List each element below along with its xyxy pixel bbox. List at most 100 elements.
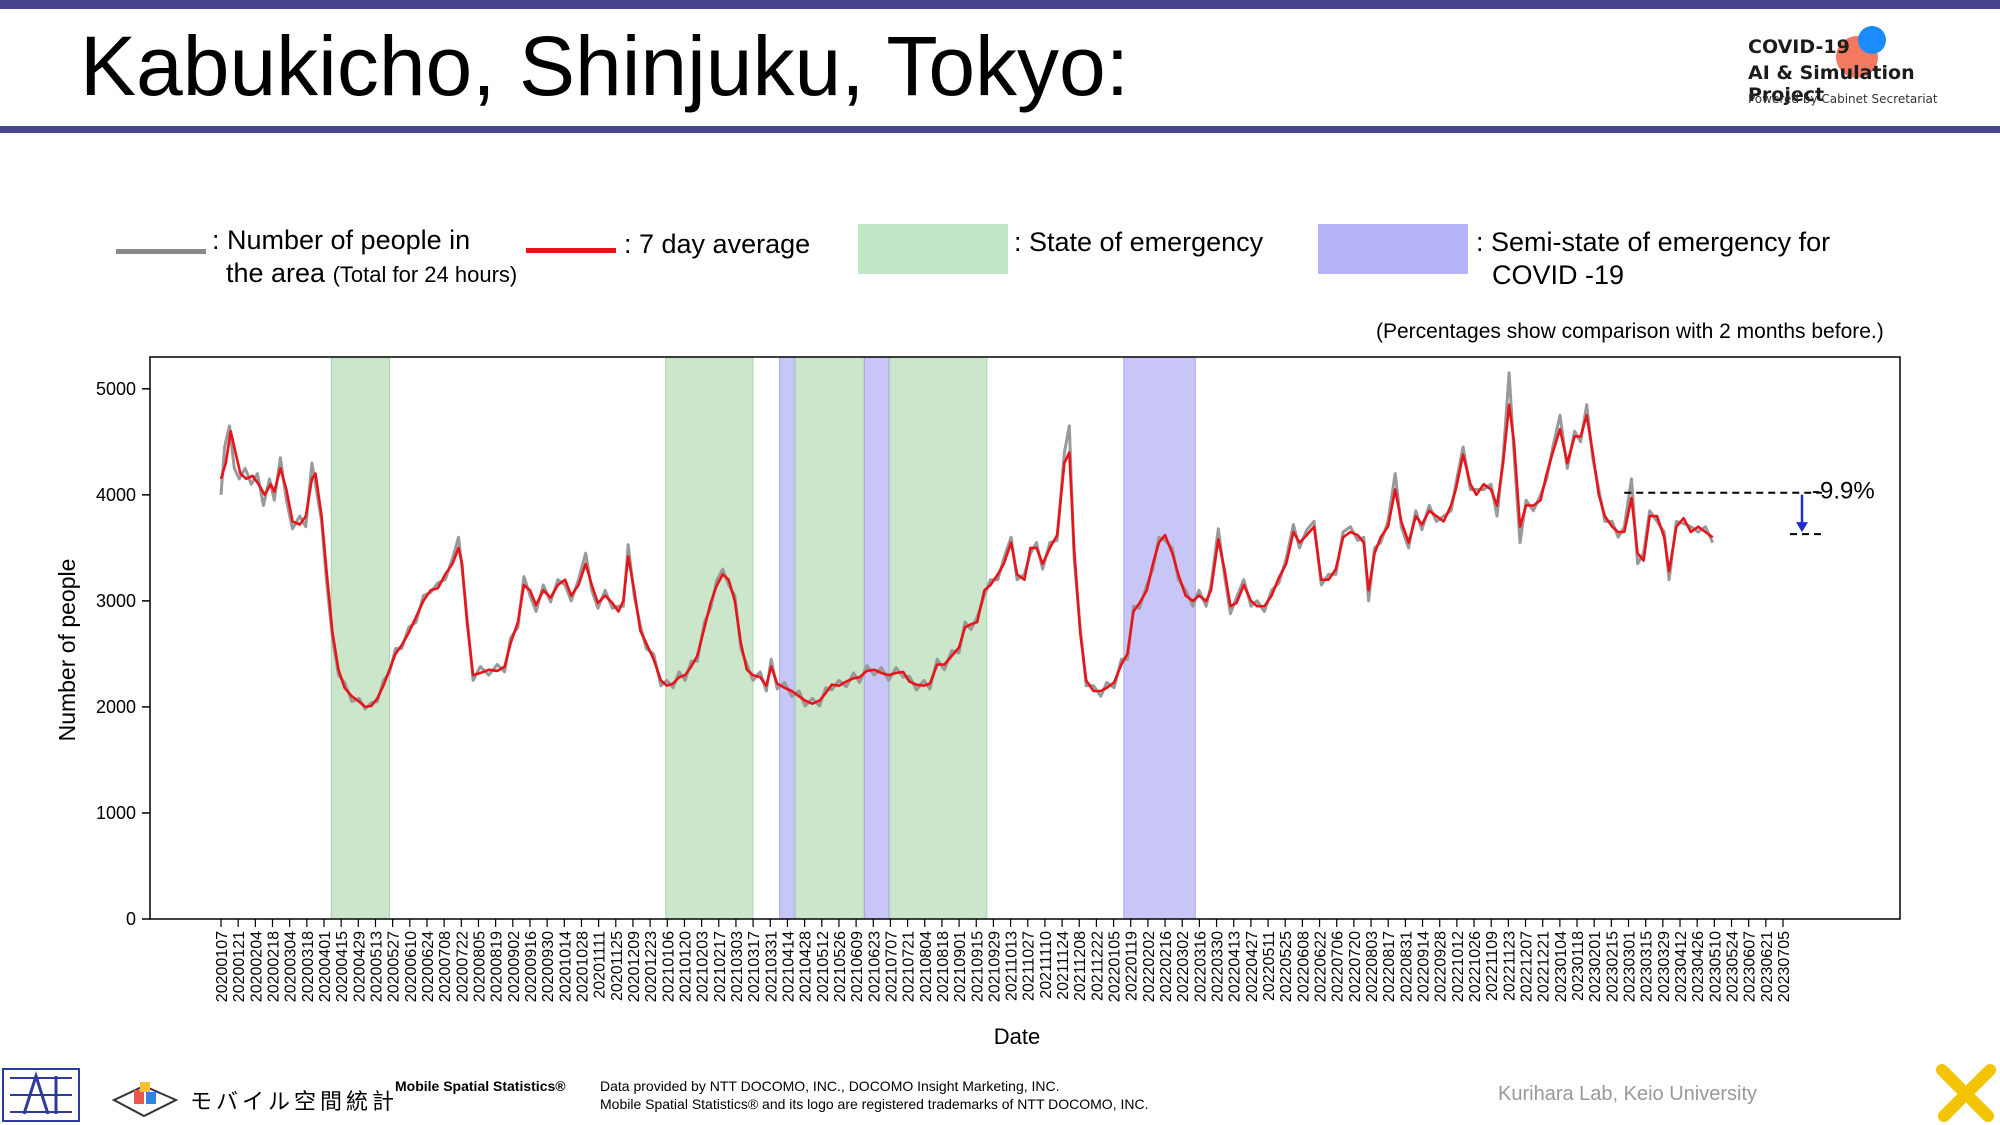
credit-line-2: Mobile Spatial Statistics® and its logo … — [600, 1096, 1149, 1112]
emergency-band — [330, 356, 390, 920]
y-tick-label: 1000 — [96, 803, 136, 823]
x-tick-label: 20220427 — [1244, 931, 1261, 1002]
x-tick-label: 20200722 — [454, 931, 471, 1002]
y-axis-label: Number of people — [54, 559, 80, 742]
x-tick-label: 20220413 — [1227, 931, 1244, 1002]
y-tick-label: 0 — [126, 909, 136, 929]
x-tick-label: 20210203 — [695, 931, 712, 1002]
x-tick-label: 20230607 — [1742, 931, 1759, 1002]
x-tick-label: 20230510 — [1707, 931, 1724, 1002]
x-tick-label: 20210317 — [746, 931, 763, 1002]
x-tick-label: 20230201 — [1587, 931, 1604, 1002]
x-tick-label: 20220316 — [1192, 931, 1209, 1002]
product-name: Mobile Spatial Statistics® — [395, 1078, 566, 1094]
credit-line-1: Data provided by NTT DOCOMO, INC., DOCOM… — [600, 1078, 1060, 1094]
legend-emergency-swatch — [858, 224, 1008, 274]
x-tick-label: 20200610 — [403, 931, 420, 1002]
x-tick-label: 20200304 — [283, 931, 300, 1002]
x-tick-label: 20211208 — [1072, 931, 1089, 1001]
x-tick-label: 20200527 — [386, 931, 403, 1002]
x-tick-label: 20230412 — [1673, 931, 1690, 1002]
legend-raw-label: : Number of people in the area (Total fo… — [212, 224, 517, 291]
x-tick-label: 20200708 — [437, 931, 454, 1002]
header-divider — [0, 126, 2000, 133]
x-tick-label: 20220202 — [1141, 931, 1158, 1002]
comparison-note: (Percentages show comparison with 2 mont… — [1376, 320, 1884, 343]
x-tick-label: 20220302 — [1175, 931, 1192, 1002]
semi-emergency-band — [1123, 356, 1196, 920]
comparison-percent-label: -9.9% — [1812, 478, 1875, 505]
legend-semi-swatch — [1318, 224, 1468, 274]
x-tick-label: 20210106 — [660, 931, 677, 1002]
series-lines — [219, 371, 1715, 711]
x-tick-label: 20220105 — [1107, 931, 1124, 1002]
x-tick-label: 20220928 — [1433, 931, 1450, 1002]
x-tick-label: 20210721 — [901, 931, 918, 1002]
x-tick-label: 20210804 — [918, 931, 935, 1002]
x-tick-label: 20201028 — [574, 931, 591, 1002]
x-tick-label: 20220330 — [1210, 931, 1227, 1002]
period-bands — [330, 356, 1196, 920]
x-tick-label: 20221012 — [1450, 931, 1467, 1002]
x-tick-label: 20200429 — [351, 931, 368, 1002]
x-tick-label: 20200513 — [368, 931, 385, 1002]
x-tick-label: 20230329 — [1656, 931, 1673, 1002]
x-tick-label: 20200624 — [420, 931, 437, 1002]
x-tick-label: 20220511 — [1261, 931, 1278, 1001]
mobile-stats-logo-text: モバイル空間統計 — [190, 1090, 399, 1115]
semi-emergency-band — [863, 356, 890, 920]
x-tick-label: 20210120 — [677, 931, 694, 1002]
x-tick-label: 20220720 — [1347, 931, 1364, 1002]
covid-ai-project-logo: COVID-19 AI & Simulation Project Powered… — [1740, 26, 1990, 116]
x-tick-label: 20221026 — [1467, 931, 1484, 1002]
x-tick-label: 20211110 — [1038, 931, 1055, 999]
logo-line-3: Powered by Cabinet Secretariat — [1748, 92, 1938, 106]
x-tick-label: 20221123 — [1501, 931, 1518, 1001]
x-tick-label: 20220119 — [1124, 931, 1141, 1001]
legend-raw-line1: : Number of people in — [212, 225, 471, 255]
logo-blue-dot — [1858, 26, 1886, 54]
x-tick-label: 20220216 — [1158, 931, 1175, 1002]
x-tick-label: 20211027 — [1021, 931, 1038, 1001]
x-tick-label: 20210623 — [866, 931, 883, 1002]
x-tick-label: 20200902 — [506, 931, 523, 1002]
y-tick-label: 3000 — [96, 591, 136, 611]
comparison-arrow-head — [1796, 522, 1808, 533]
x-tick-label: 20201014 — [557, 931, 574, 1002]
x-tick-label: 20210929 — [986, 931, 1003, 1002]
x-tick-label: 20211124 — [1055, 931, 1072, 1000]
x-tick-label: 20210915 — [969, 931, 986, 1002]
x-tick-label: 20200204 — [248, 931, 265, 1002]
y-tick-label: 4000 — [96, 485, 136, 505]
corner-x-logo — [1936, 1064, 1996, 1122]
logo-line-2: AI & Simulation Project — [1748, 62, 1915, 106]
lab-logo-mark — [10, 1071, 72, 1115]
emergency-band — [794, 356, 864, 920]
x-tick-label: 20230621 — [1759, 931, 1776, 1002]
emergency-band — [889, 356, 988, 920]
x-tick-label: 20220817 — [1381, 931, 1398, 1002]
x-tick-label: 20211222 — [1089, 931, 1106, 1001]
seven-day-average-line — [219, 403, 1714, 709]
x-tick-label: 20221109 — [1484, 931, 1501, 1001]
x-tick-label: 20230315 — [1639, 931, 1656, 1002]
x-tick-label: 20200401 — [317, 931, 334, 1002]
x-tick-label: 20200318 — [300, 931, 317, 1002]
x-tick-label: 20200121 — [231, 931, 248, 1002]
x-tick-label: 20220622 — [1313, 931, 1330, 1002]
legend-semi-line2: COVID -19 — [1492, 260, 1625, 290]
x-tick-label: 20201125 — [609, 931, 626, 1001]
top-accent-bar — [0, 0, 2000, 9]
x-tick-label: 20221221 — [1536, 931, 1553, 1002]
x-tick-label: 20201111 — [592, 931, 609, 999]
x-tick-label: 20230301 — [1622, 931, 1639, 1002]
lab-logo — [2, 1068, 80, 1122]
x-tick-label: 20230705 — [1776, 931, 1793, 1002]
x-tick-label: 20200107 — [214, 931, 231, 1002]
x-tick-label: 20210428 — [798, 931, 815, 1002]
x-tick-label: 20221207 — [1519, 931, 1536, 1002]
x-tick-label: 20210707 — [883, 931, 900, 1002]
x-tick-label: 20211013 — [1004, 931, 1021, 1001]
x-tick-label: 20210303 — [729, 931, 746, 1002]
